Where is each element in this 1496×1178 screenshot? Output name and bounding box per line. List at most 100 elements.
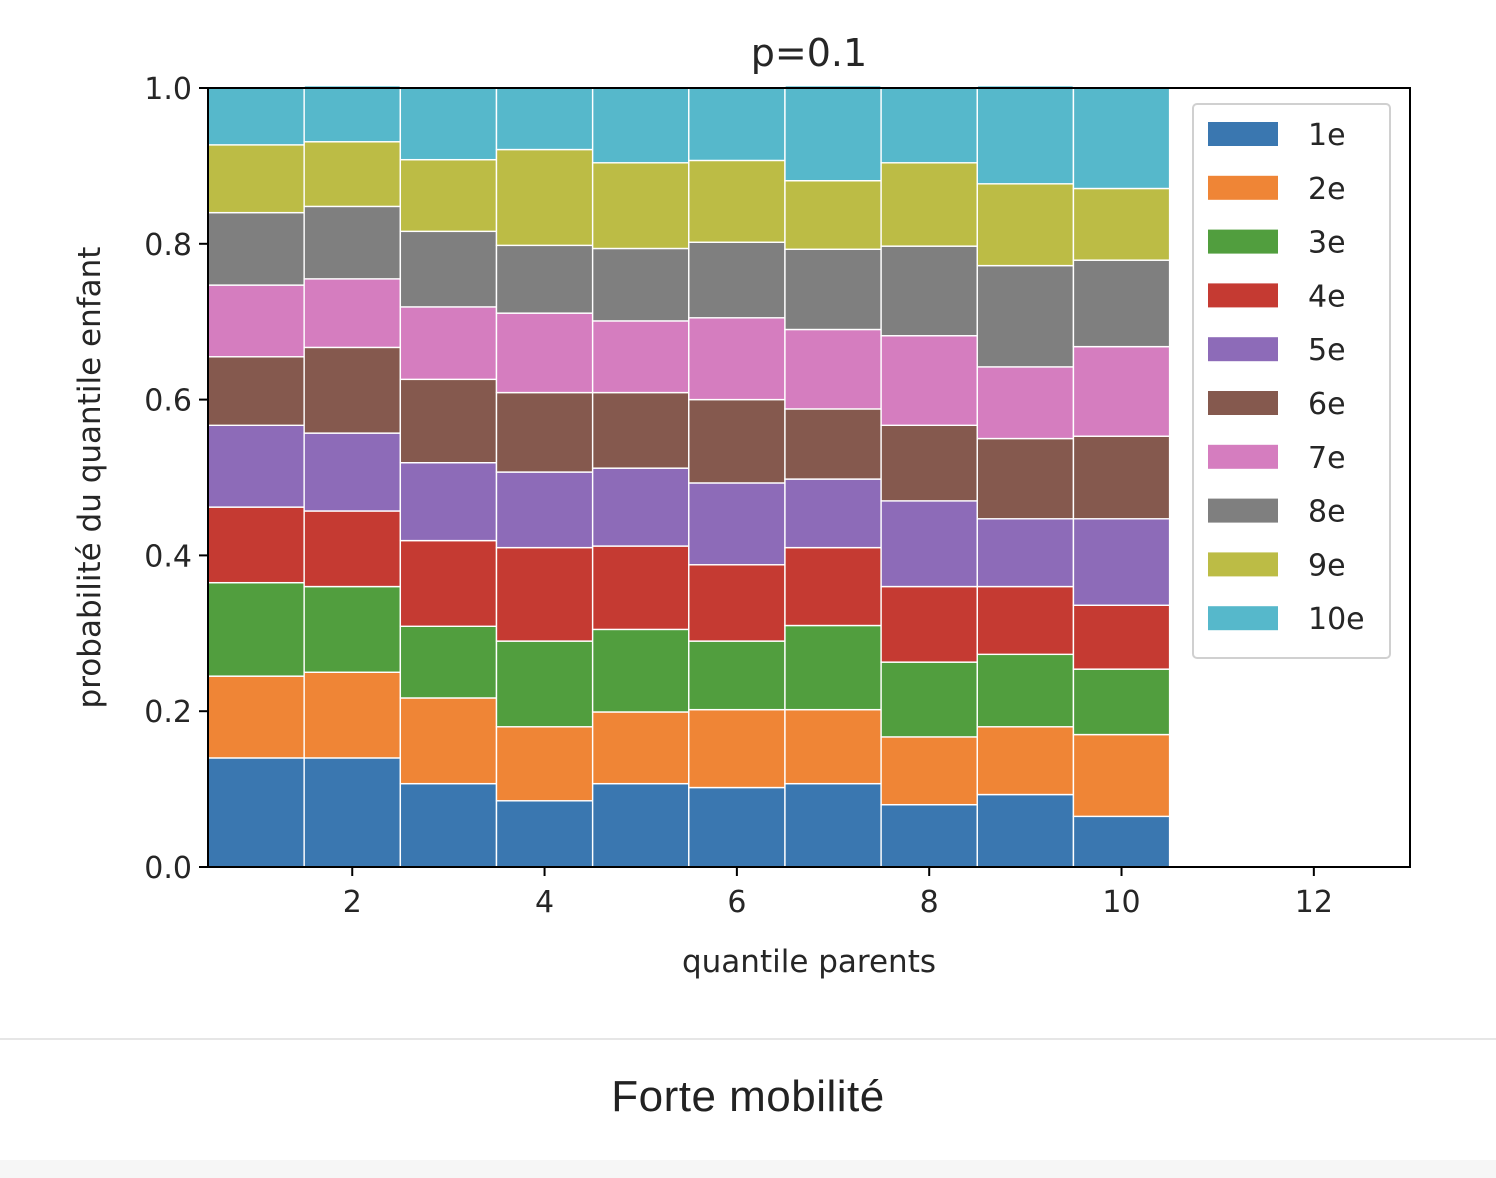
bar-segment bbox=[207, 757, 305, 868]
x-tick-label: 8 bbox=[920, 885, 939, 920]
legend-swatch bbox=[1208, 283, 1278, 308]
bar-segment bbox=[688, 85, 786, 162]
bar-segment bbox=[207, 424, 305, 508]
plot-frame bbox=[207, 87, 1411, 868]
bar-segment bbox=[207, 144, 305, 214]
x-tick-label: 12 bbox=[1295, 885, 1333, 920]
bar-segment bbox=[784, 408, 882, 480]
bar-segment bbox=[399, 87, 498, 161]
bar-segment bbox=[976, 653, 1075, 728]
bar-segment bbox=[1072, 259, 1171, 348]
bar-segment bbox=[207, 211, 305, 286]
bar-segment bbox=[591, 545, 690, 631]
bar-segment bbox=[303, 510, 402, 588]
y-tick-label: 0.2 bbox=[144, 695, 192, 730]
bar-segment bbox=[784, 84, 882, 182]
bar-segment bbox=[303, 84, 402, 143]
legend-swatch bbox=[1208, 606, 1278, 631]
bar-segment bbox=[1072, 345, 1171, 437]
bar-segment bbox=[976, 518, 1075, 588]
bar-segment bbox=[399, 378, 498, 464]
bar-segment bbox=[1072, 733, 1171, 818]
bar-segment bbox=[880, 500, 978, 588]
bar-segment bbox=[688, 159, 786, 243]
bar-segment bbox=[976, 726, 1075, 796]
bar-segment bbox=[591, 711, 690, 785]
bar-segment bbox=[688, 482, 786, 566]
bar-segment bbox=[591, 782, 690, 868]
bar-segment bbox=[880, 736, 978, 806]
x-tick-label: 10 bbox=[1102, 885, 1140, 920]
legend-label: 3e bbox=[1308, 226, 1346, 261]
y-tick-label: 0.0 bbox=[144, 851, 192, 886]
bar-segment bbox=[495, 148, 594, 247]
bar-segment bbox=[495, 800, 594, 868]
legend-label: 1e bbox=[1308, 118, 1346, 153]
legend-label: 10e bbox=[1308, 602, 1365, 637]
legend-swatch bbox=[1208, 122, 1278, 146]
legend-label: 5e bbox=[1308, 333, 1346, 368]
bar-segment bbox=[399, 539, 498, 627]
y-tick-label: 1.0 bbox=[144, 72, 192, 107]
bar-segment bbox=[976, 437, 1075, 520]
bar-segment bbox=[303, 432, 402, 512]
bar-segment bbox=[303, 757, 402, 868]
bar-segment bbox=[495, 471, 594, 549]
bar-segment bbox=[495, 640, 594, 728]
bar-segment bbox=[399, 625, 498, 699]
bar-segment bbox=[303, 346, 402, 434]
stacked-bar-chart: 0.0 0.2 0.4 0.6 0.8 1.0 2 4 6 8 10 12 p=0.1 quantile … bbox=[72, 31, 1411, 980]
y-tick-label: 0.6 bbox=[144, 384, 192, 419]
bar-segment bbox=[976, 183, 1075, 267]
bar-segment bbox=[399, 230, 498, 308]
bar-segment bbox=[688, 564, 786, 642]
legend-swatch bbox=[1208, 444, 1278, 469]
bar-segment bbox=[784, 546, 882, 627]
bar-segment bbox=[880, 245, 978, 337]
legend-swatch bbox=[1208, 391, 1278, 415]
legend-label: 4e bbox=[1308, 279, 1346, 314]
bar-segment bbox=[880, 661, 978, 738]
bar-segment bbox=[303, 278, 402, 349]
bar-segment bbox=[784, 782, 882, 868]
bar-segment bbox=[976, 366, 1075, 440]
bar-segment bbox=[303, 585, 402, 673]
bar-segment bbox=[303, 141, 402, 208]
bar-segment bbox=[688, 241, 786, 319]
bar-segment bbox=[399, 306, 498, 381]
x-tick-label: 6 bbox=[727, 885, 746, 920]
bar-segment bbox=[1072, 435, 1171, 520]
bar-segment bbox=[688, 708, 786, 789]
bar-segment bbox=[880, 162, 978, 247]
bar-segment bbox=[591, 628, 690, 713]
bar-segment bbox=[976, 264, 1075, 368]
bar-segment bbox=[207, 284, 305, 358]
legend-swatch bbox=[1208, 498, 1278, 523]
bar-segment bbox=[591, 320, 690, 394]
bar-segment bbox=[976, 793, 1075, 868]
bar-segment bbox=[688, 398, 786, 484]
legend-swatch bbox=[1208, 229, 1278, 254]
bar-segment bbox=[784, 180, 882, 250]
bar-segment bbox=[591, 391, 690, 469]
bar-segment bbox=[688, 640, 786, 711]
bar-segment bbox=[1072, 668, 1171, 736]
bar-segment bbox=[1072, 86, 1171, 190]
bar-segment bbox=[399, 782, 498, 868]
x-tick-label: 4 bbox=[535, 885, 554, 920]
bar-segment bbox=[1072, 604, 1171, 670]
bar-segment bbox=[1072, 518, 1171, 606]
y-tick-label: 0.4 bbox=[144, 539, 192, 574]
bar-segment bbox=[591, 467, 690, 547]
bar-segment bbox=[591, 85, 690, 164]
legend-label: 7e bbox=[1308, 441, 1346, 476]
figure-caption: Forte mobilité bbox=[611, 1072, 885, 1121]
legend-label: 8e bbox=[1308, 495, 1346, 530]
bar-segment bbox=[784, 478, 882, 549]
bar-segment bbox=[688, 786, 786, 868]
bar-segment bbox=[399, 461, 498, 542]
bar-segment bbox=[495, 86, 594, 151]
bar-segment bbox=[495, 312, 594, 394]
bar-segment bbox=[784, 248, 882, 331]
bar-segment bbox=[495, 726, 594, 802]
